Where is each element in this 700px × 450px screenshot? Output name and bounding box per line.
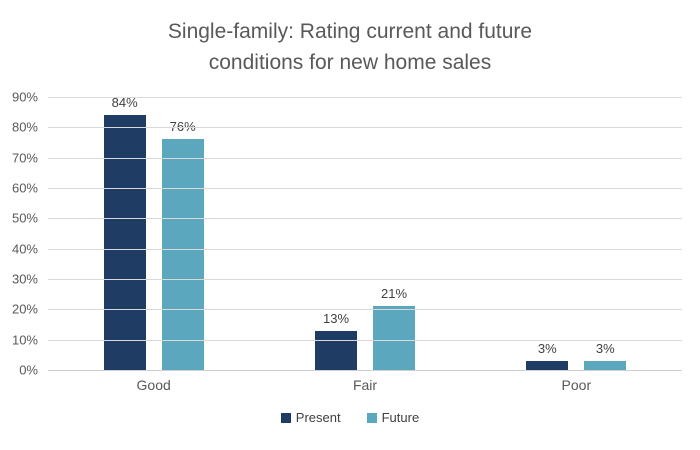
data-label: 76% <box>169 119 196 135</box>
bar-present-fair: 13% <box>315 311 357 370</box>
legend-label: Future <box>381 410 420 425</box>
chart-title: Single-family: Rating current and future… <box>0 16 700 78</box>
bar-present-good: 84% <box>103 95 146 370</box>
bar-future-fair: 21% <box>373 286 415 370</box>
x-axis-line <box>48 370 682 371</box>
bar-group-good: 84% 76% <box>103 95 204 370</box>
gridline <box>48 157 682 159</box>
bar-future-good: 76% <box>161 119 204 370</box>
gridline <box>48 97 682 98</box>
data-label: 3% <box>537 340 557 356</box>
data-label: 84% <box>111 95 138 111</box>
bar-present-poor: 3% <box>526 341 569 370</box>
y-tick-label: 40% <box>11 241 38 257</box>
y-tick-label: 50% <box>11 210 38 226</box>
y-tick-label: 30% <box>11 271 38 287</box>
y-axis: 0% 10% 20% 30% 40% 50% 60% 70% 80% 90% <box>0 90 42 378</box>
bar-group-poor: 3% 3% <box>526 341 627 370</box>
y-tick-label: 0% <box>19 362 38 378</box>
bar-group-fair: 13% 21% <box>315 286 415 370</box>
gridline <box>48 188 682 189</box>
y-tick-label: 20% <box>11 301 38 317</box>
bar-future-poor: 3% <box>584 341 627 370</box>
plot-area: 84% 76% 13% 21% 3% 3% <box>48 95 682 371</box>
legend-item-future: Future <box>366 410 420 425</box>
data-label: 21% <box>380 286 408 302</box>
y-tick-label: 80% <box>11 119 38 135</box>
data-label: 3% <box>595 340 615 356</box>
bar-groups: 84% 76% 13% 21% 3% 3% <box>48 95 682 370</box>
gridline <box>48 339 682 341</box>
gridline <box>48 248 682 250</box>
x-tick-label-good: Good <box>136 377 171 393</box>
gridline <box>48 309 682 311</box>
gridline <box>48 127 682 129</box>
gridline <box>48 218 682 220</box>
legend-label: Present <box>295 410 341 425</box>
gridline <box>48 279 682 280</box>
legend-item-present: Present <box>280 410 341 425</box>
y-tick-label: 10% <box>11 332 38 348</box>
x-tick-label-fair: Fair <box>352 377 378 393</box>
chart-title-text: Single-family: Rating current and future… <box>167 20 533 74</box>
legend-swatch-icon <box>366 412 377 423</box>
legend: Present Future <box>0 410 700 425</box>
data-label: 13% <box>322 310 350 326</box>
x-axis: Good Fair Poor <box>48 377 682 397</box>
y-tick-label: 70% <box>11 150 38 166</box>
legend-swatch-icon <box>280 412 291 423</box>
x-tick-label-poor: Poor <box>561 377 592 393</box>
y-tick-label: 60% <box>11 180 38 196</box>
y-tick-label: 90% <box>11 89 38 105</box>
